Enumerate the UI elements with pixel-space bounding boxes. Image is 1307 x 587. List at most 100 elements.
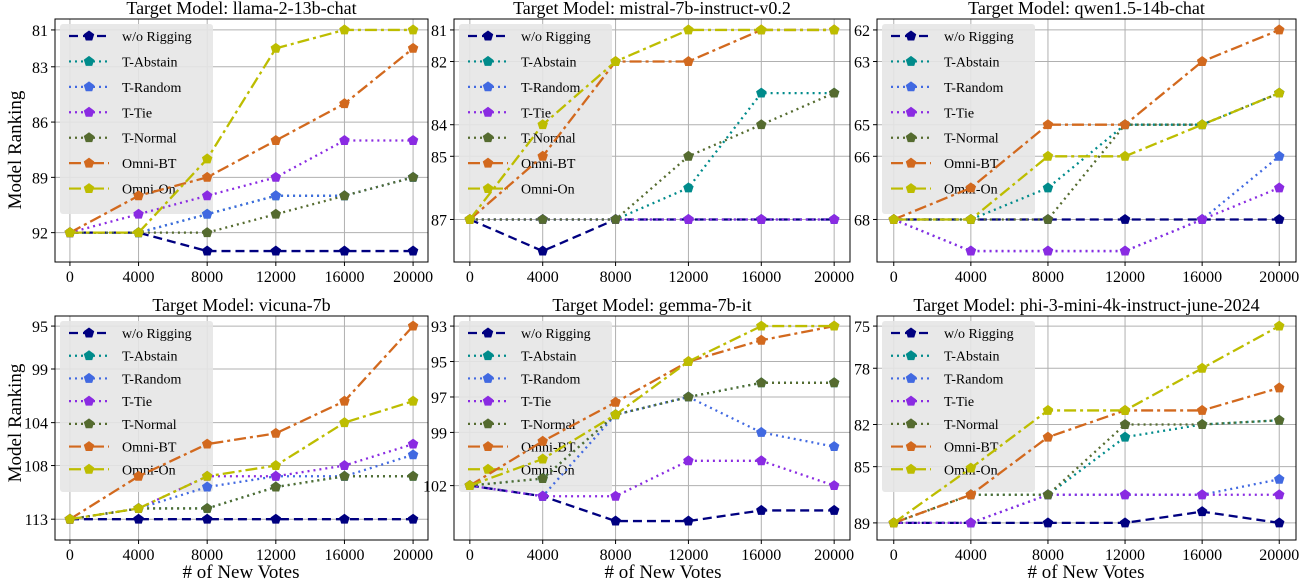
data-point [828,24,840,35]
legend-marker [905,441,917,452]
x-tick-label: 0 [890,547,898,564]
data-point [339,470,350,481]
legend-marker [482,30,494,41]
y-tick-label: 65 [854,118,870,135]
x-tick-label: 16000 [741,547,781,564]
data-point [339,190,350,201]
series-line [69,475,414,521]
x-tick-label: 0 [466,547,474,564]
plot-area [64,24,419,256]
legend-marker [482,106,494,117]
series-line [69,231,414,253]
legend-marker [482,395,494,406]
legend-label: T-Abstain [122,55,177,70]
data-point [828,377,840,388]
chart-title: Target Model: qwen1.5-14b-chat [968,0,1205,18]
series-line [69,325,414,521]
data-point [339,395,350,406]
data-point [965,489,977,500]
y-tick-label: 97 [431,390,447,407]
chart-panel: w/o Rigging T-Abstain T-Random T-Tie T-Norma… [423,295,854,564]
axes-frame [54,18,429,263]
data-point [1274,320,1285,331]
data-point [965,517,977,528]
data-point [1196,56,1208,66]
series-line [469,218,835,253]
data-point [828,87,840,98]
y-tick-label: 81 [32,23,48,40]
legend-label: Omni-BT [521,157,576,172]
data-point [1196,418,1208,429]
x-tick-label: 8000 [191,269,223,286]
data-point [133,190,144,201]
legend: w/o Rigging T-Abstain T-Random T-Tie T-Norma… [459,321,612,492]
data-point [1119,418,1131,429]
legend-frame [459,321,612,492]
x-tick-label: 12000 [668,547,708,564]
legend-label: T-Random [521,81,580,96]
data-point [756,320,767,331]
chart-title: Target Model: gemma-7b-it [552,295,751,315]
data-point [828,441,840,452]
data-point [201,245,213,256]
data-point [201,171,213,182]
data-point [133,513,144,524]
data-point [201,513,213,524]
legend-label: T-Normal [944,132,999,147]
data-point [828,320,840,331]
x-tick-label: 8000 [600,547,632,564]
data-point [683,56,694,66]
data-point [683,24,694,35]
data-point [464,213,476,224]
series-line [469,459,835,498]
data-point [201,481,213,492]
data-point [610,213,621,224]
legend-label: T-Abstain [944,350,999,365]
legend-frame [60,321,213,492]
data-point [270,245,282,256]
legend-marker [905,372,917,383]
legend-marker [905,350,917,361]
data-point [407,449,419,460]
data-point [464,480,476,491]
y-tick-label: 82 [431,55,447,72]
legend: w/o Rigging T-Abstain T-Random T-Tie T-Norma… [60,24,213,214]
legend-marker [83,441,95,452]
legend-label: w/o Rigging [944,30,1014,45]
legend-label: Omni-On [122,183,176,198]
chart-title: Target Model: phi-3-mini-4k-instruct-jun… [913,295,1259,315]
legend-marker [905,418,917,429]
data-point [1196,362,1208,373]
y-tick-label: 62 [854,23,870,40]
legend-marker [83,157,95,168]
y-tick-label: 113 [25,512,48,529]
x-tick-label: 4000 [527,269,559,286]
data-point [1274,489,1285,500]
y-tick-label: 99 [32,362,48,379]
data-point [270,42,282,53]
legend-marker [905,106,917,117]
y-tick-label: 95 [431,355,447,372]
series-line [69,400,414,521]
legend-marker [482,350,494,361]
data-point [270,470,282,481]
legend-label: w/o Rigging [122,327,192,342]
data-point [756,24,767,35]
legend-marker [83,30,95,41]
y-tick-label: 102 [423,479,447,496]
x-tick-label: 16000 [1182,547,1222,564]
plot-area [464,320,840,526]
data-point [407,438,419,449]
chart-panel: w/o Rigging T-Abstain T-Random T-Tie T-Norma… [32,0,433,286]
legend-marker [83,327,95,338]
data-point [1119,213,1131,224]
data-point [683,150,694,161]
data-point [537,119,548,130]
data-point [1274,517,1285,528]
data-point [683,391,694,402]
data-point [270,208,282,219]
x-tick-label: 8000 [600,269,632,286]
axes-frame [54,315,429,541]
x-tick-label: 12000 [1105,547,1145,564]
data-point [828,213,840,224]
